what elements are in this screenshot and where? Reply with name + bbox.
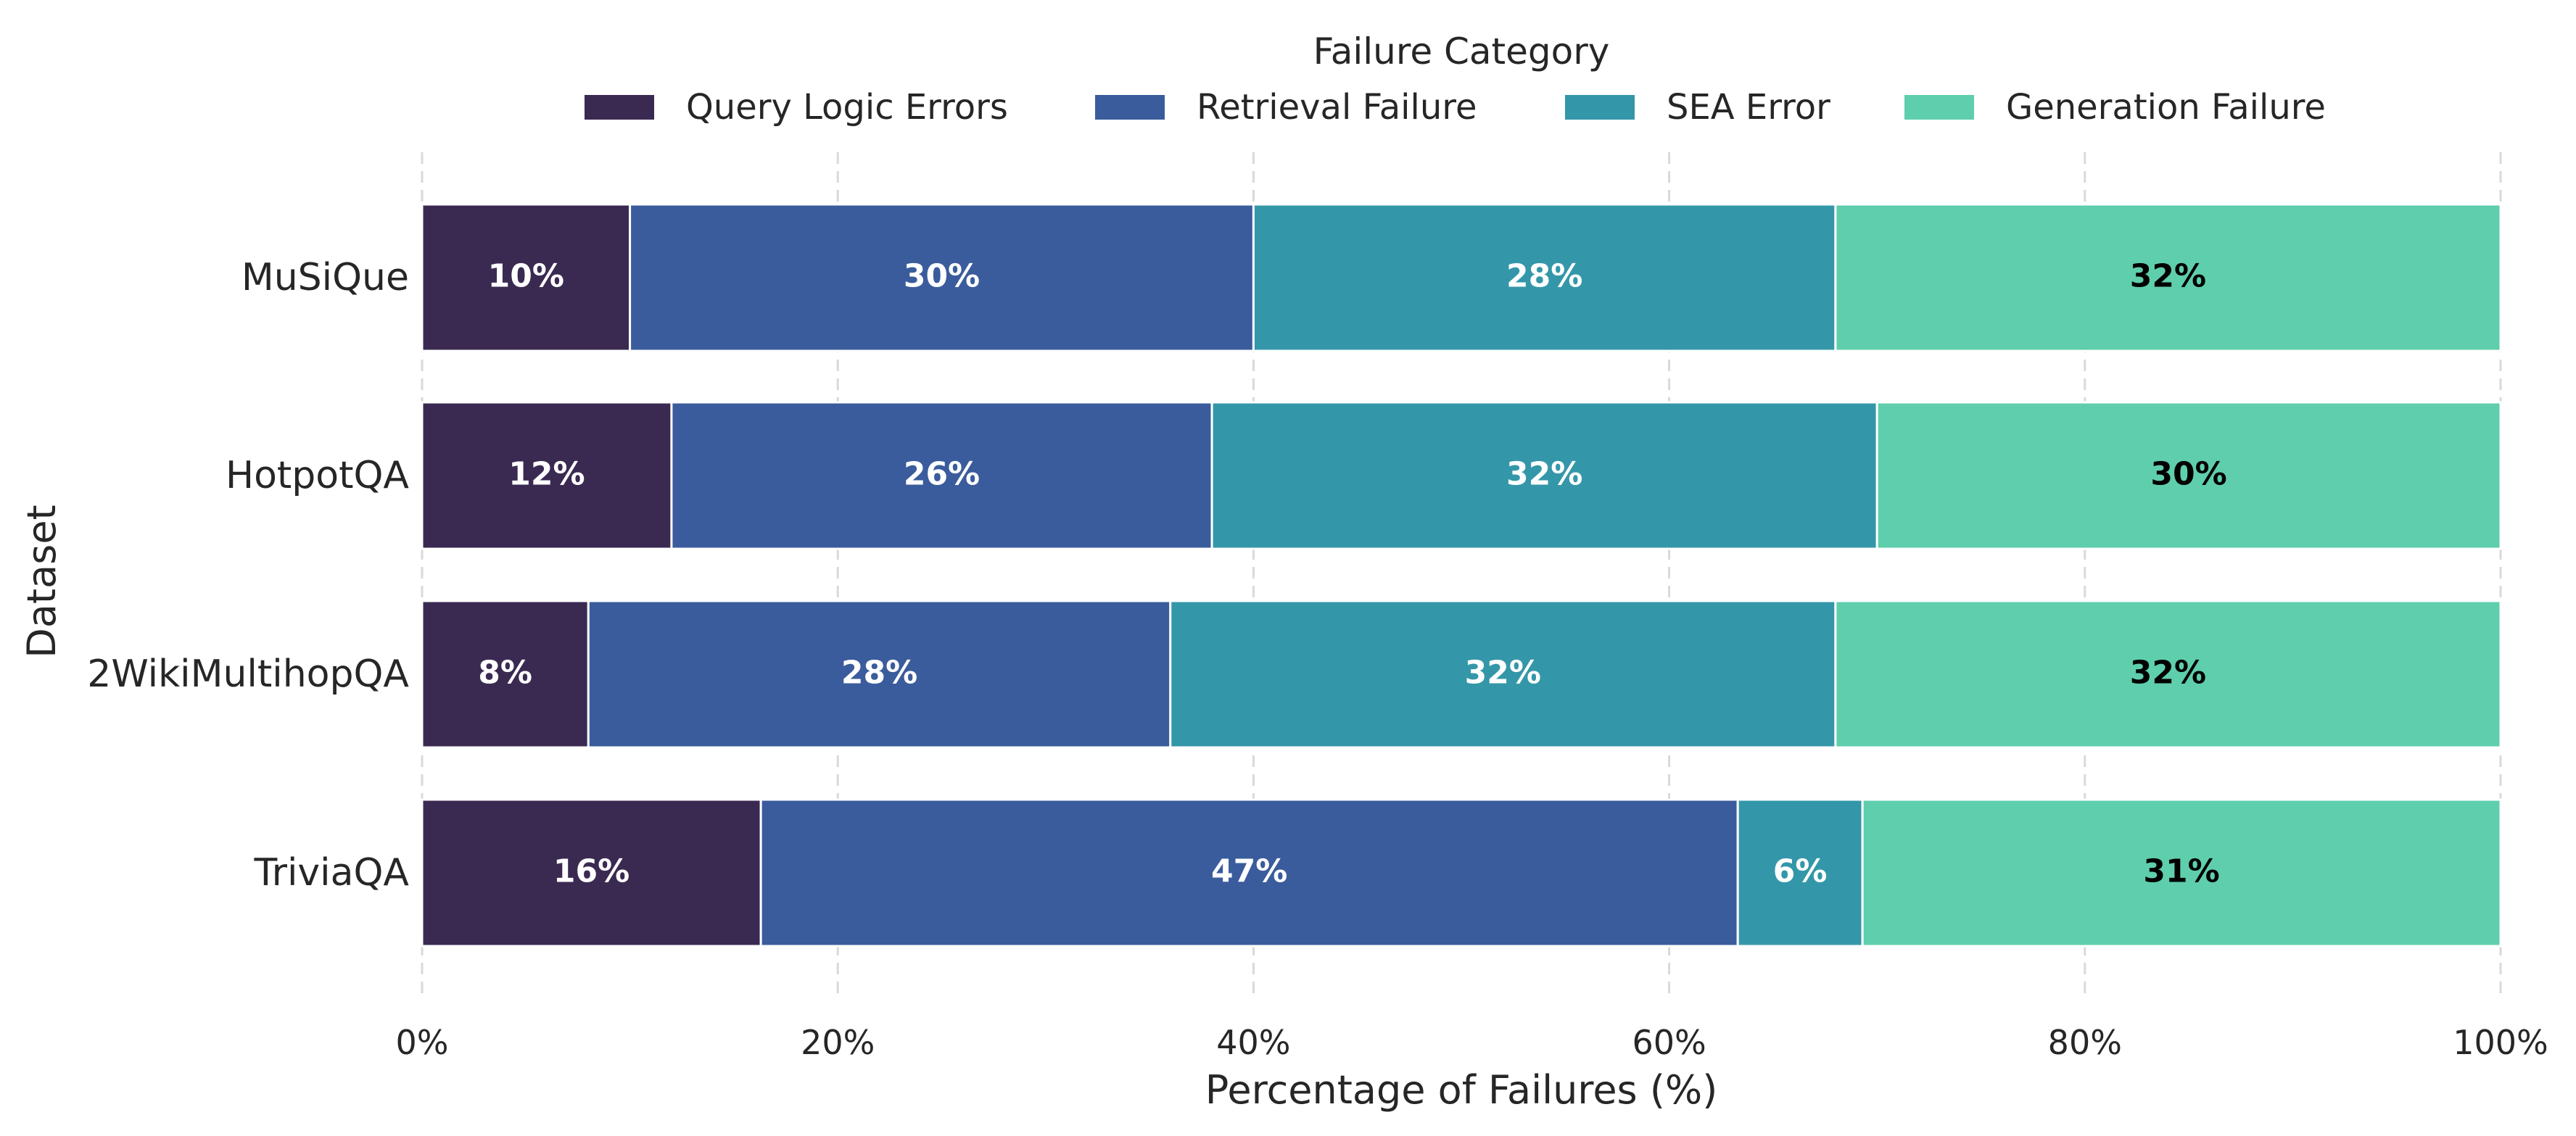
bar-segment [421, 203, 632, 352]
bar-data-label: 12% [508, 456, 585, 493]
legend-swatch [1095, 95, 1165, 120]
y-tick-label: MuSiQue [242, 256, 409, 299]
x-axis-title: Percentage of Failures (%) [1205, 1067, 1718, 1113]
x-axis-tick-labels: 0% 20% 40% 60% 80% 100% [396, 1023, 2548, 1062]
bar-segment [759, 798, 1739, 948]
bars [421, 203, 2502, 948]
legend-label: Query Logic Errors [686, 87, 1008, 128]
legend-swatch [1904, 95, 1974, 120]
bar-segment [1861, 798, 2502, 948]
bar-segment [587, 600, 1172, 749]
bar-segment [421, 798, 762, 948]
bar-data-label: 6% [1773, 853, 1828, 890]
bar-data-label: 10% [488, 258, 564, 295]
bar-segment [421, 600, 590, 749]
x-tick-label: 20% [801, 1023, 875, 1062]
bar-data-label: 32% [1506, 456, 1582, 493]
bar-segment [670, 401, 1213, 550]
bar-data-label: 28% [841, 655, 917, 692]
bar-data-label: 8% [478, 655, 532, 692]
x-tick-label: 80% [2048, 1023, 2122, 1062]
legend: Query Logic Errors Retrieval Failure SEA E… [585, 87, 2326, 128]
legend-label: Retrieval Failure [1197, 87, 1477, 128]
bar-data-label: 32% [2130, 655, 2206, 692]
bar-segment [1834, 600, 2502, 749]
bar-data-label: 30% [2150, 456, 2226, 493]
x-tick-label: 60% [1632, 1023, 1706, 1062]
bar-data-label: 32% [2130, 258, 2206, 295]
x-tick-label: 100% [2453, 1023, 2548, 1062]
y-axis-title: Dataset [19, 505, 65, 658]
bar-segment [1210, 401, 1878, 550]
bar-data-label: 26% [904, 456, 980, 493]
bar-segment [1834, 203, 2502, 352]
bar-data-label: 31% [2143, 853, 2219, 890]
y-axis-tick-labels: MuSiQue HotpotQA 2WikiMultihopQA TriviaQA [87, 256, 409, 895]
bar-data-label: 28% [1506, 258, 1582, 295]
bar-data-labels: 10% 30% 28% 32% 12% 26% 32% 30% 8% 28% 32% 32% 16% 47… [478, 258, 2226, 890]
y-tick-label: HotpotQA [226, 454, 409, 497]
bar-data-label: 16% [553, 853, 629, 890]
legend-swatch [585, 95, 654, 120]
bar-segment [1875, 401, 2502, 550]
legend-label: Generation Failure [2006, 87, 2326, 128]
x-tick-label: 40% [1216, 1023, 1290, 1062]
bar-data-label: 30% [904, 258, 980, 295]
x-tick-label: 0% [396, 1023, 449, 1062]
y-tick-label: 2WikiMultihopQA [87, 652, 409, 696]
legend-swatch [1565, 95, 1635, 120]
bar-segment [1169, 600, 1837, 749]
bar-data-label: 32% [1465, 655, 1541, 692]
bar-segment [1252, 203, 1837, 352]
bar-segment [421, 401, 673, 550]
y-tick-label: TriviaQA [253, 851, 409, 895]
legend-title: Failure Category [1313, 30, 1610, 72]
bar-data-label: 47% [1211, 853, 1287, 890]
legend-label: SEA Error [1667, 87, 1830, 128]
